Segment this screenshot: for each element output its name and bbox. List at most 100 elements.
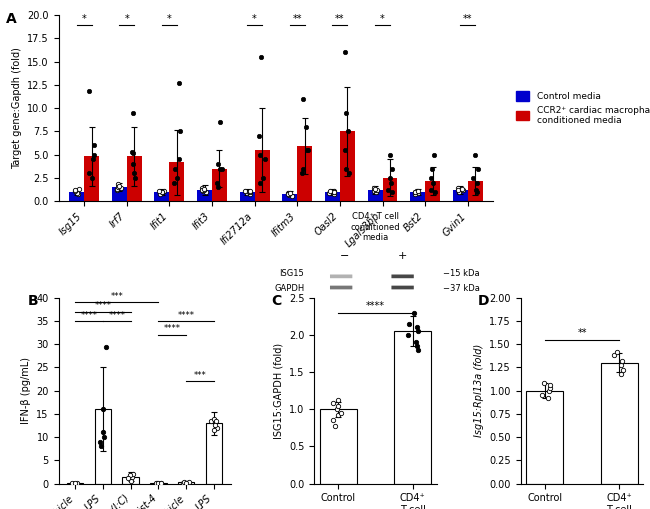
Point — [67, 479, 77, 488]
Point — [426, 174, 436, 182]
Point — [156, 479, 166, 487]
Point — [324, 187, 335, 195]
Point — [429, 151, 439, 159]
Point — [302, 146, 313, 154]
Point — [539, 379, 549, 387]
Point — [410, 189, 420, 197]
Point — [129, 174, 140, 182]
Point — [169, 179, 179, 187]
Point — [174, 127, 185, 135]
Text: *: * — [252, 14, 257, 24]
Text: **: ** — [335, 14, 345, 24]
Bar — [197, 190, 212, 201]
Bar — [340, 131, 355, 201]
Point — [255, 151, 265, 159]
Point — [473, 164, 483, 173]
Point — [156, 478, 166, 487]
Bar — [368, 190, 382, 201]
Point — [333, 396, 343, 404]
Point — [468, 174, 478, 182]
Point — [454, 188, 464, 196]
Point — [73, 189, 83, 197]
Point — [413, 189, 423, 197]
Text: ****: **** — [164, 325, 181, 333]
Point — [410, 188, 421, 196]
Point — [343, 127, 353, 135]
Point — [545, 384, 556, 392]
Point — [256, 53, 266, 61]
Point — [127, 472, 137, 480]
Bar — [325, 192, 340, 201]
Text: B: B — [27, 294, 38, 308]
Point — [125, 471, 135, 479]
Bar — [178, 482, 194, 484]
Legend: Control media, CCR2⁺ cardiac macrophage
conditioned media: Control media, CCR2⁺ cardiac macrophage … — [512, 88, 650, 129]
Point — [128, 109, 138, 117]
Bar — [453, 190, 468, 201]
Y-axis label: Isg15:Rpl13a (fold): Isg15:Rpl13a (fold) — [474, 344, 484, 437]
Bar — [526, 390, 564, 484]
Point — [543, 394, 553, 402]
Point — [71, 188, 81, 196]
Point — [128, 149, 138, 157]
Y-axis label: Target gene:Gapdh (fold): Target gene:Gapdh (fold) — [12, 47, 21, 169]
Point — [181, 479, 192, 487]
Point — [341, 164, 352, 173]
Point — [114, 182, 125, 190]
Point — [371, 188, 382, 196]
Point — [410, 188, 420, 196]
Point — [369, 184, 379, 192]
Point — [112, 180, 123, 188]
Text: **: ** — [577, 328, 587, 337]
Y-axis label: ISG15:GAPDH (fold): ISG15:GAPDH (fold) — [274, 343, 283, 439]
Bar — [394, 331, 432, 484]
Point — [112, 185, 123, 193]
Text: ISG15: ISG15 — [280, 269, 304, 278]
Point — [70, 186, 80, 194]
Point — [370, 185, 380, 193]
Point — [123, 474, 133, 482]
Text: *: * — [82, 14, 86, 24]
Point — [99, 433, 110, 441]
Y-axis label: IFN-β (pg/mL): IFN-β (pg/mL) — [21, 357, 31, 424]
Point — [213, 183, 223, 191]
Point — [545, 381, 556, 389]
Point — [427, 164, 437, 173]
Point — [89, 142, 99, 150]
Point — [297, 169, 307, 177]
Point — [330, 421, 340, 430]
Point — [428, 179, 438, 187]
Point — [385, 174, 396, 182]
Text: D: D — [478, 294, 489, 308]
Point — [473, 179, 483, 187]
Text: A: A — [6, 12, 17, 25]
Point — [454, 187, 464, 195]
Bar — [410, 192, 425, 201]
Point — [157, 188, 168, 196]
Point — [386, 179, 396, 187]
Point — [96, 442, 107, 450]
FancyBboxPatch shape — [330, 274, 352, 278]
FancyBboxPatch shape — [391, 286, 414, 289]
Point — [333, 411, 343, 419]
Point — [242, 189, 253, 197]
Point — [211, 423, 222, 432]
Point — [159, 187, 169, 195]
Point — [172, 174, 183, 182]
Point — [101, 343, 111, 351]
Text: CD4⁺ T cell
conditioned
media: CD4⁺ T cell conditioned media — [351, 212, 400, 242]
Text: ****: **** — [109, 310, 125, 320]
Point — [245, 189, 255, 197]
Point — [452, 184, 463, 192]
Point — [410, 338, 421, 347]
Point — [339, 48, 350, 56]
Bar — [84, 156, 99, 201]
Point — [297, 164, 307, 173]
Point — [403, 331, 413, 339]
Point — [370, 186, 381, 194]
Point — [259, 155, 270, 163]
Point — [283, 189, 294, 197]
Point — [412, 323, 423, 331]
Bar — [382, 178, 397, 201]
Text: ****: **** — [177, 310, 194, 320]
